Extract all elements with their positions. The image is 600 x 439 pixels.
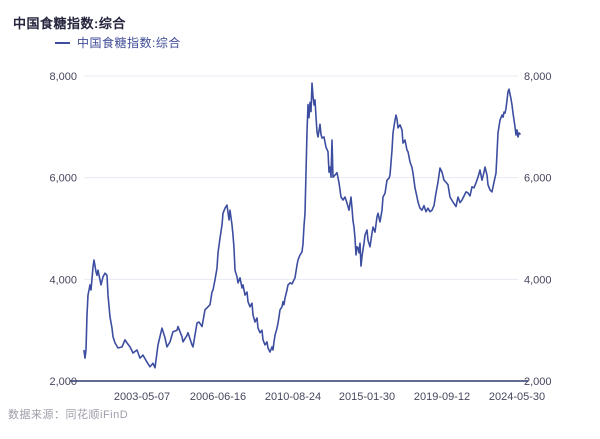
y-tick-left-6000: 6,000 bbox=[49, 173, 77, 185]
x-tick-2003-05-07: 2003-05-07 bbox=[114, 391, 170, 403]
data-source-note: 数据来源：同花顺iFinD bbox=[8, 409, 129, 421]
legend-series-label: 中国食糖指数:综合 bbox=[77, 36, 181, 50]
x-tick-2010-08-24: 2010-08-24 bbox=[265, 391, 321, 403]
x-tick-2019-09-12: 2019-09-12 bbox=[414, 391, 470, 403]
x-tick-2024-05-30: 2024-05-30 bbox=[489, 391, 545, 403]
y-tick-right-2000: 2,000 bbox=[524, 376, 552, 388]
x-tick-2006-06-16: 2006-06-16 bbox=[190, 391, 246, 403]
y-tick-right-6000: 6,000 bbox=[524, 173, 552, 185]
y-tick-left-2000: 2,000 bbox=[49, 376, 77, 388]
y-tick-left-8000: 8,000 bbox=[49, 71, 77, 83]
chart-title: 中国食糖指数:综合 bbox=[13, 16, 126, 31]
legend-line-swatch-icon bbox=[55, 41, 70, 44]
legend: 中国食糖指数:综合 bbox=[55, 34, 181, 51]
y-tick-left-4000: 4,000 bbox=[49, 274, 77, 286]
series-line bbox=[83, 82, 521, 369]
y-tick-right-8000: 8,000 bbox=[524, 71, 552, 83]
x-tick-2015-01-30: 2015-01-30 bbox=[339, 391, 395, 403]
y-tick-right-4000: 4,000 bbox=[524, 274, 552, 286]
